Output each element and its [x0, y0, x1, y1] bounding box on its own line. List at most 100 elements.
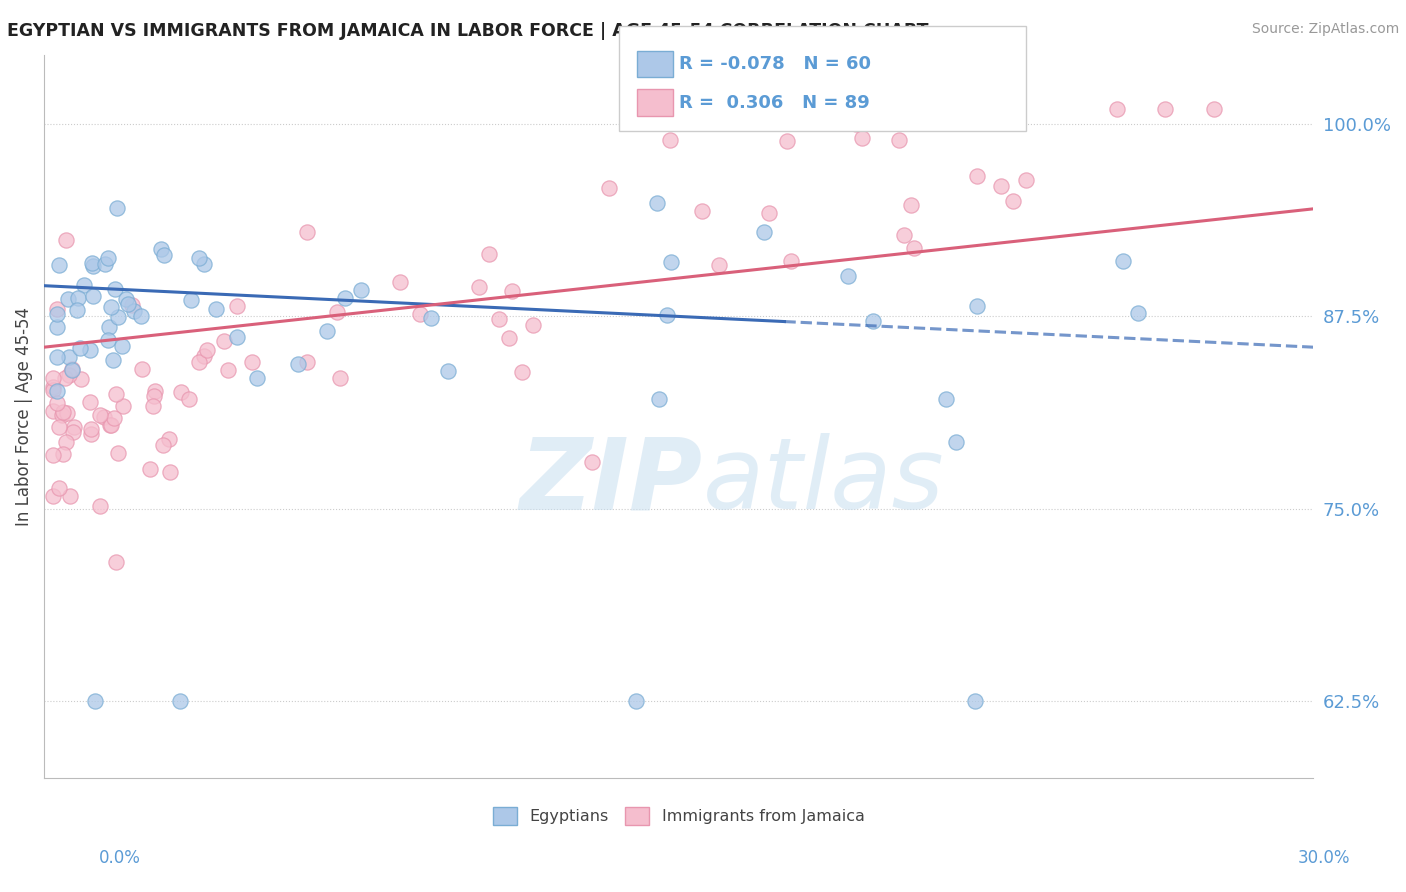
Point [326, 305, 349, 319]
Point [240, 355, 263, 369]
Point [117, 296, 139, 310]
Point [45, 319, 67, 334]
Point [845, 117, 868, 131]
Point [79, 394, 101, 409]
Point [1015, 172, 1038, 186]
Point [180, 293, 202, 308]
Point [316, 324, 339, 338]
Point [900, 198, 922, 212]
Point [420, 310, 443, 325]
Text: Source: ZipAtlas.com: Source: ZipAtlas.com [1251, 22, 1399, 37]
Point [69, 372, 91, 386]
Point [851, 131, 873, 145]
Point [45, 384, 67, 398]
Point [107, 446, 129, 460]
Point [48, 481, 70, 495]
Point [1204, 102, 1226, 116]
Point [187, 354, 209, 368]
Point [501, 284, 523, 298]
Point [105, 201, 128, 215]
Point [55, 435, 77, 450]
Point [187, 252, 209, 266]
Point [93, 409, 115, 424]
Point [226, 299, 249, 313]
Point [709, 258, 731, 272]
Point [139, 462, 162, 476]
Point [935, 392, 957, 407]
Point [67, 291, 90, 305]
Point [648, 392, 671, 407]
Point [58, 368, 80, 382]
Point [862, 314, 884, 328]
Text: atlas: atlas [703, 434, 945, 530]
Point [122, 304, 145, 318]
Point [143, 389, 166, 403]
Point [197, 343, 219, 358]
Point [62, 425, 84, 439]
Point [945, 434, 967, 449]
Point [55, 406, 77, 420]
Point [82, 289, 104, 303]
Point [60, 363, 83, 377]
Point [100, 417, 122, 432]
Point [48, 419, 70, 434]
Point [875, 102, 897, 116]
Point [82, 259, 104, 273]
Point [1107, 102, 1129, 116]
Text: R = -0.078   N = 60: R = -0.078 N = 60 [679, 55, 872, 73]
Point [212, 334, 235, 348]
Point [488, 312, 510, 326]
Text: 0.0%: 0.0% [98, 849, 141, 867]
Point [131, 362, 153, 376]
Point [966, 299, 988, 313]
Point [94, 257, 117, 271]
Text: EGYPTIAN VS IMMIGRANTS FROM JAMAICA IN LABOR FORCE | AGE 45-54 CORRELATION CHART: EGYPTIAN VS IMMIGRANTS FROM JAMAICA IN L… [7, 22, 928, 40]
Point [179, 392, 201, 407]
Point [1001, 194, 1024, 209]
Point [41, 448, 63, 462]
Point [58, 292, 80, 306]
Point [41, 370, 63, 384]
Point [409, 307, 432, 321]
Point [97, 251, 120, 265]
Point [111, 339, 134, 353]
Point [193, 257, 215, 271]
Point [153, 248, 176, 262]
Point [42, 380, 65, 394]
Point [754, 225, 776, 239]
Point [97, 334, 120, 348]
Point [436, 364, 458, 378]
Point [217, 363, 239, 377]
Point [115, 292, 138, 306]
Point [205, 301, 228, 316]
Point [780, 254, 803, 268]
Point [152, 437, 174, 451]
Point [129, 309, 152, 323]
Point [52, 405, 75, 419]
Point [287, 357, 309, 371]
Point [112, 400, 135, 414]
Point [626, 694, 648, 708]
Text: 30.0%: 30.0% [1298, 849, 1350, 867]
Point [655, 308, 678, 322]
Point [170, 384, 193, 399]
Point [46, 396, 69, 410]
Point [79, 343, 101, 357]
Point [1112, 254, 1135, 268]
Point [193, 349, 215, 363]
Point [105, 556, 128, 570]
Point [98, 320, 121, 334]
Point [101, 353, 124, 368]
Point [690, 204, 713, 219]
Point [159, 432, 181, 446]
Y-axis label: In Labor Force | Age 45-54: In Labor Force | Age 45-54 [15, 307, 32, 526]
Point [1154, 102, 1177, 116]
Point [107, 310, 129, 325]
Point [598, 181, 620, 195]
Point [48, 258, 70, 272]
Point [297, 355, 319, 369]
Point [658, 133, 681, 147]
Point [80, 426, 103, 441]
Point [58, 350, 80, 364]
Point [89, 408, 111, 422]
